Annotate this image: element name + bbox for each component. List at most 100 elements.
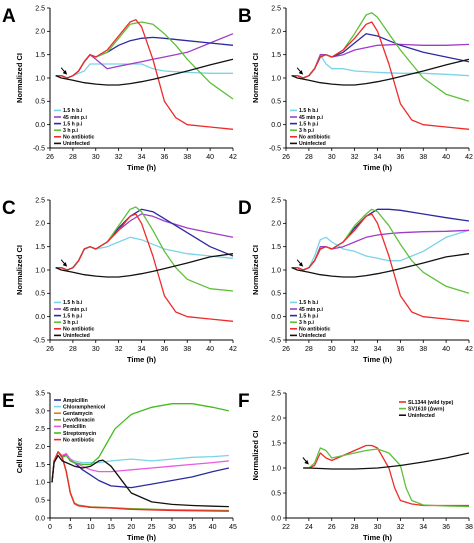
- y-tick-label: 0.5: [35, 291, 45, 298]
- y-tick-label: 2.0: [35, 221, 45, 228]
- series-line-45-min-p-i: [291, 229, 470, 271]
- y-tick-label: 0.5: [271, 99, 281, 106]
- legend-label: No antibiotic: [299, 327, 331, 333]
- x-tick-label: 0: [48, 524, 52, 531]
- legend-label: SL1344 (wild type): [408, 400, 454, 406]
- legend-label: Ampicillin: [63, 398, 88, 404]
- x-tick-label: 34: [138, 346, 146, 353]
- panel-label: A: [2, 6, 16, 27]
- x-tick-label: 28: [351, 524, 359, 531]
- y-tick-label: 0.5: [35, 99, 45, 106]
- series-line-3-h-p-i: [291, 12, 470, 102]
- series-line-no-antibiotic: [291, 213, 470, 322]
- x-tick-label: 40: [442, 154, 450, 161]
- legend: 1.5 h b.i45 min p.i1.5 h p.i3 h p.iNo an…: [54, 300, 95, 339]
- y-tick-label: 2.0: [271, 221, 281, 228]
- x-tick-label: 36: [160, 346, 168, 353]
- legend-label: Streptomycin: [63, 431, 96, 437]
- panel-f: F 22 24 26 28 30 32 34 36 38 0.0 0.5 1.0 1.5 2.0 2.5 Tim…: [238, 390, 473, 542]
- legend-label: SV1610 (Δwrn): [408, 406, 445, 412]
- y-tick-label: 1.0: [271, 267, 281, 274]
- y-tick-label: 0.0: [35, 122, 45, 129]
- panel-label: E: [2, 391, 15, 412]
- legend-label: Chloramphenicol: [63, 404, 106, 410]
- legend-label: 3 h p.i: [63, 320, 79, 326]
- legend: 1.5 h b.i45 min p.i1.5 h p.i3 h p.iNo an…: [290, 108, 331, 147]
- x-tick-label: 36: [160, 154, 168, 161]
- x-tick-label: 36: [396, 154, 404, 161]
- y-tick-label: 0.0: [271, 515, 281, 522]
- y-tick-label: 0.5: [35, 498, 45, 505]
- legend-label: 45 min p.i: [299, 307, 323, 313]
- x-tick-label: 32: [115, 346, 123, 353]
- panel-label: C: [2, 198, 16, 219]
- x-tick-label: 35: [188, 524, 196, 531]
- x-tick-label: 26: [282, 346, 290, 353]
- x-tick-label: 28: [69, 154, 77, 161]
- series-line-no-antibiotic: [51, 451, 229, 512]
- x-tick-label: 40: [206, 154, 214, 161]
- x-tick-label: 42: [465, 346, 473, 353]
- x-tick-label: 25: [148, 524, 156, 531]
- x-tick-label: 36: [442, 524, 450, 531]
- y-axis-label: Normalized CI: [251, 53, 260, 103]
- series-line-uninfected: [291, 58, 470, 86]
- arrow-head: [62, 262, 68, 267]
- legend: 1.5 h b.i45 min p.i1.5 h p.i3 h p.iNo an…: [54, 108, 95, 147]
- x-tick-label: 26: [282, 154, 290, 161]
- series-line-sl1344-wild-type-: [303, 444, 469, 507]
- x-tick-label: 30: [328, 346, 336, 353]
- legend-label: No antibiotic: [63, 135, 95, 141]
- arrow-head: [62, 70, 68, 75]
- x-tick-label: 32: [396, 524, 404, 531]
- x-tick-label: 26: [46, 346, 54, 353]
- legend-label: No antibiotic: [63, 327, 95, 333]
- arrow-head: [298, 70, 304, 75]
- legend-label: Levofloxacin: [63, 418, 95, 424]
- y-tick-label: 0.0: [271, 122, 281, 129]
- series-line-penicillin: [51, 451, 229, 483]
- series-line-no-antibiotic: [291, 21, 470, 130]
- x-tick-label: 28: [305, 154, 313, 161]
- series-line-gentamycin: [51, 451, 229, 512]
- x-tick-label: 32: [115, 154, 123, 161]
- x-axis-label: Time (h): [127, 355, 157, 364]
- y-tick-label: 2.0: [271, 29, 281, 36]
- x-tick-label: 20: [127, 524, 135, 531]
- legend: AmpicillinChloramphenicolGentamycinLevof…: [54, 398, 106, 443]
- y-tick-label: 1.0: [35, 75, 45, 82]
- x-axis-label: Time (h): [127, 533, 157, 542]
- y-tick-label: 3.0: [35, 408, 45, 415]
- panel-e: E 0 5 10 15 20 25 30 35 40 45 0.0 0.5 1.0 1.5 2.0 2.5 3.0…: [2, 390, 237, 542]
- x-tick-label: 32: [351, 346, 359, 353]
- y-tick-label: 1.5: [271, 52, 281, 59]
- y-tick-label: 2.5: [35, 197, 45, 204]
- legend-label: 1.5 h p.i: [299, 313, 319, 319]
- y-tick-label: 1.5: [271, 440, 281, 447]
- series-line-sv1610-wrn-: [303, 447, 470, 508]
- arrow-head: [298, 262, 304, 267]
- y-tick-label: -0.5: [33, 337, 45, 344]
- y-tick-label: 0.0: [35, 515, 45, 522]
- x-tick-label: 34: [419, 524, 427, 531]
- legend-label: 3 h p.i: [63, 128, 79, 134]
- x-tick-label: 30: [92, 154, 100, 161]
- x-tick-label: 22: [282, 524, 290, 531]
- legend-label: 1.5 h p.i: [63, 313, 83, 319]
- series-line-3-h-p-i: [55, 206, 234, 292]
- series-line-uninfected: [303, 452, 470, 470]
- legend-label: Gentamycin: [63, 411, 93, 417]
- panel-b: B 26 28 30 32 34 36 38 40 42 -0.5 0.0 0.5 1.0 1.5 2.0 2.…: [238, 5, 473, 172]
- x-tick-label: 24: [305, 524, 313, 531]
- series-line-1-5-h-p-i: [55, 208, 234, 271]
- legend-label: 1.5 h p.i: [63, 121, 83, 127]
- y-tick-label: -0.5: [33, 145, 45, 152]
- x-tick-label: 30: [328, 154, 336, 161]
- x-tick-label: 34: [374, 154, 382, 161]
- legend-label: 1.5 h b.i: [299, 108, 319, 114]
- y-axis-label: Normalized CI: [251, 430, 260, 480]
- x-tick-label: 40: [442, 346, 450, 353]
- x-tick-label: 38: [465, 524, 473, 531]
- legend-label: No antibiotic: [63, 437, 95, 443]
